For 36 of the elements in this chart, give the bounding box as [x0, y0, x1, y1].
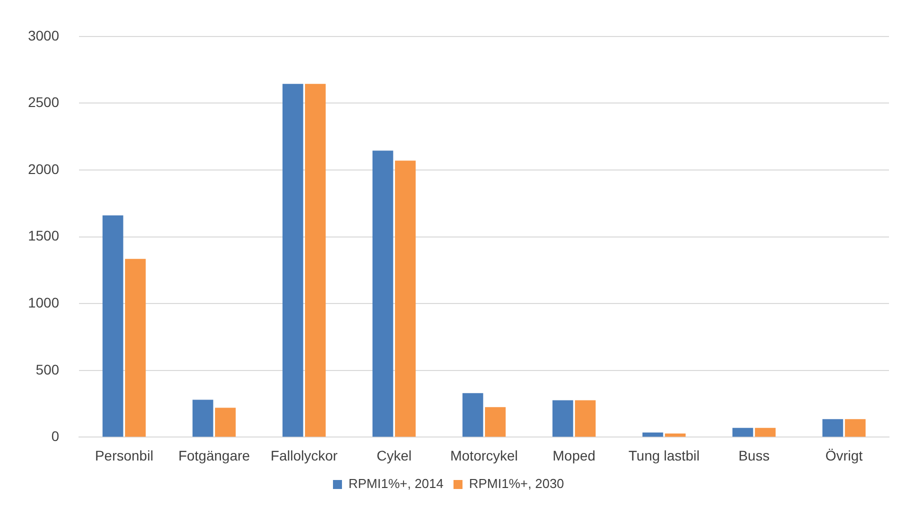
- bar: [822, 419, 844, 437]
- legend-label: RPMI1%+, 2030: [469, 476, 564, 492]
- bar: [484, 407, 506, 437]
- bar: [664, 433, 686, 437]
- y-tick-label: 500: [36, 361, 60, 378]
- x-tick-label: Moped: [552, 447, 596, 464]
- bar: [372, 150, 394, 437]
- bar: [102, 215, 124, 437]
- bar: [282, 84, 304, 437]
- y-tick-label: 2000: [28, 160, 60, 177]
- y-tick-label: 2500: [28, 94, 60, 110]
- x-tick-label: Tung lastbil: [628, 447, 700, 464]
- y-tick-label: 1500: [28, 228, 60, 244]
- y-tick-label: 3000: [28, 27, 60, 44]
- legend-label: RPMI1%+, 2014: [348, 476, 444, 492]
- bar: [394, 160, 416, 437]
- bar: [125, 258, 146, 437]
- x-tick-label: Cykel: [376, 447, 412, 464]
- x-tick-label: Motorcykel: [450, 447, 518, 464]
- bar: [732, 428, 754, 437]
- x-tick-label: Fotgängare: [178, 447, 250, 464]
- bar: [844, 419, 866, 437]
- y-tick-label: 1000: [28, 294, 60, 310]
- bar: [552, 400, 574, 437]
- bar: [574, 400, 596, 437]
- bar: [642, 432, 664, 437]
- x-tick-label: Övrigt: [825, 447, 863, 464]
- y-tick-label: 0: [51, 428, 60, 444]
- bar: [462, 393, 484, 437]
- x-tick-label: Personbil: [94, 447, 154, 464]
- bar: [305, 84, 326, 437]
- bar: [192, 400, 214, 437]
- bar: [215, 408, 236, 437]
- x-tick-label: Buss: [738, 447, 770, 464]
- bar: [754, 428, 776, 437]
- x-tick-label: Fallolyckor: [270, 447, 338, 464]
